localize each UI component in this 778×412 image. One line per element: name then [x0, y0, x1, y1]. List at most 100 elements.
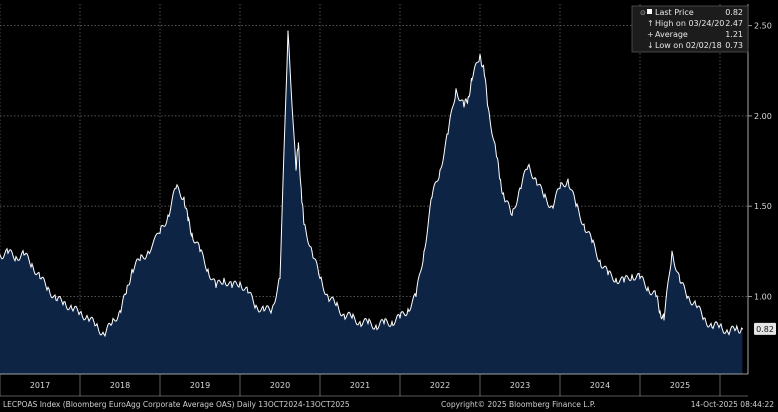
- legend-row-value: 1.21: [725, 30, 743, 39]
- x-axis-ticks: 2017 2018 2019 2020 2021 2022 2023 2024 2025: [0, 374, 721, 396]
- series-point: [431, 196, 433, 198]
- legend-row-value: 2.47: [725, 19, 743, 28]
- series-point: [95, 324, 97, 326]
- series-point: [131, 268, 133, 270]
- series-point: [687, 295, 689, 297]
- x-tick-label: 2021: [350, 381, 370, 390]
- series-point: [663, 319, 665, 321]
- series-point: [551, 205, 553, 207]
- series-point: [375, 324, 377, 326]
- series-point: [279, 277, 281, 279]
- series-point: [351, 317, 353, 319]
- series-point: [599, 259, 601, 261]
- series-point: [343, 313, 345, 315]
- series-point: [335, 304, 337, 306]
- series-point: [567, 178, 569, 180]
- series-point: [39, 277, 41, 279]
- series-point: [583, 223, 585, 225]
- series-point: [87, 317, 89, 319]
- series-point: [631, 274, 633, 276]
- series-point: [111, 322, 113, 325]
- series-point: [247, 292, 249, 294]
- series-point: [703, 317, 705, 319]
- series-point: [695, 304, 697, 306]
- series-point: [679, 281, 681, 283]
- legend-low-marker-icon: ↓: [647, 41, 654, 50]
- series-point: [467, 97, 469, 99]
- series-point: [239, 281, 241, 283]
- series-point: [327, 295, 329, 297]
- series-point: [591, 241, 593, 243]
- series-point: [139, 259, 141, 261]
- series-point: [79, 312, 81, 314]
- x-tick-label: 2018: [110, 381, 130, 390]
- series-point: [215, 286, 217, 288]
- x-tick-label: 2019: [190, 381, 210, 390]
- x-tick-label: 2017: [30, 381, 50, 390]
- legend-average-marker-icon: +: [647, 30, 654, 39]
- series-point: [719, 324, 721, 326]
- series-point: [511, 214, 513, 216]
- series-point: [519, 187, 521, 189]
- series-point: [287, 30, 289, 32]
- series-point: [187, 220, 189, 222]
- series-point: [727, 331, 729, 334]
- last-price-tag-box: [754, 322, 776, 335]
- footer: LECPOAS Index (Bloomberg EuroAgg Corpora…: [3, 400, 774, 409]
- legend-options-icon: ⊙: [640, 9, 646, 17]
- series-point: [191, 232, 193, 234]
- series-point: [607, 274, 609, 276]
- series-point: [499, 178, 501, 180]
- series-point: [535, 178, 537, 180]
- series-point: [735, 328, 737, 330]
- series-point: [15, 256, 17, 258]
- series-point: [231, 286, 233, 288]
- legend-row-label: Average: [655, 30, 688, 39]
- series-point: [175, 187, 177, 189]
- y-axis-ticks: 1.00 1.50 2.00 2.50: [748, 22, 772, 301]
- y-tick-label: 1.50: [754, 202, 772, 211]
- legend-row-value: 0.82: [725, 8, 743, 17]
- series-point: [7, 252, 9, 254]
- x-tick-label: 2020: [270, 381, 290, 390]
- series-point: [359, 321, 361, 323]
- series-point: [639, 277, 641, 279]
- series-point: [647, 286, 649, 288]
- series-point: [183, 196, 185, 198]
- series-point: [55, 299, 57, 301]
- series-point: [223, 277, 225, 279]
- series-point: [659, 310, 661, 312]
- series-point: [0, 254, 1, 256]
- series-point: [575, 205, 577, 207]
- series-point: [23, 254, 25, 256]
- series-point: [503, 196, 505, 198]
- legend-last-price-swatch: [647, 9, 652, 14]
- series-point: [559, 187, 561, 189]
- last-price-tag-value: 0.82: [756, 325, 774, 334]
- series-point: [159, 232, 161, 234]
- footer-copyright: Copyright© 2025 Bloomberg Finance L.P.: [441, 400, 596, 409]
- series-area-fill: [0, 31, 743, 374]
- series-point: [711, 326, 713, 328]
- series-point: [103, 333, 105, 335]
- series-point: [447, 133, 449, 135]
- series-point: [487, 106, 489, 108]
- series-point: [255, 304, 257, 306]
- series-point: [47, 286, 49, 288]
- axis-layer: [0, 4, 749, 397]
- series-point: [295, 169, 297, 171]
- legend-row-label: Last Price: [655, 8, 694, 17]
- series-point: [463, 106, 465, 108]
- legend: ⊙ Last Price 0.82 ↑ High on 03/24/20 2.4…: [631, 5, 749, 53]
- series-point: [655, 295, 657, 297]
- series-area-layer: [0, 30, 744, 374]
- x-tick-label: 2024: [590, 381, 610, 390]
- footer-timestamp: 14-Oct-2025 08:44:22: [691, 400, 775, 409]
- series-point: [543, 196, 545, 198]
- series-point: [311, 250, 313, 252]
- x-tick-label: 2023: [510, 381, 530, 390]
- series-point: [383, 322, 385, 325]
- series-point: [71, 308, 73, 310]
- series-point: [439, 169, 441, 171]
- y-tick-label: 1.00: [754, 292, 772, 301]
